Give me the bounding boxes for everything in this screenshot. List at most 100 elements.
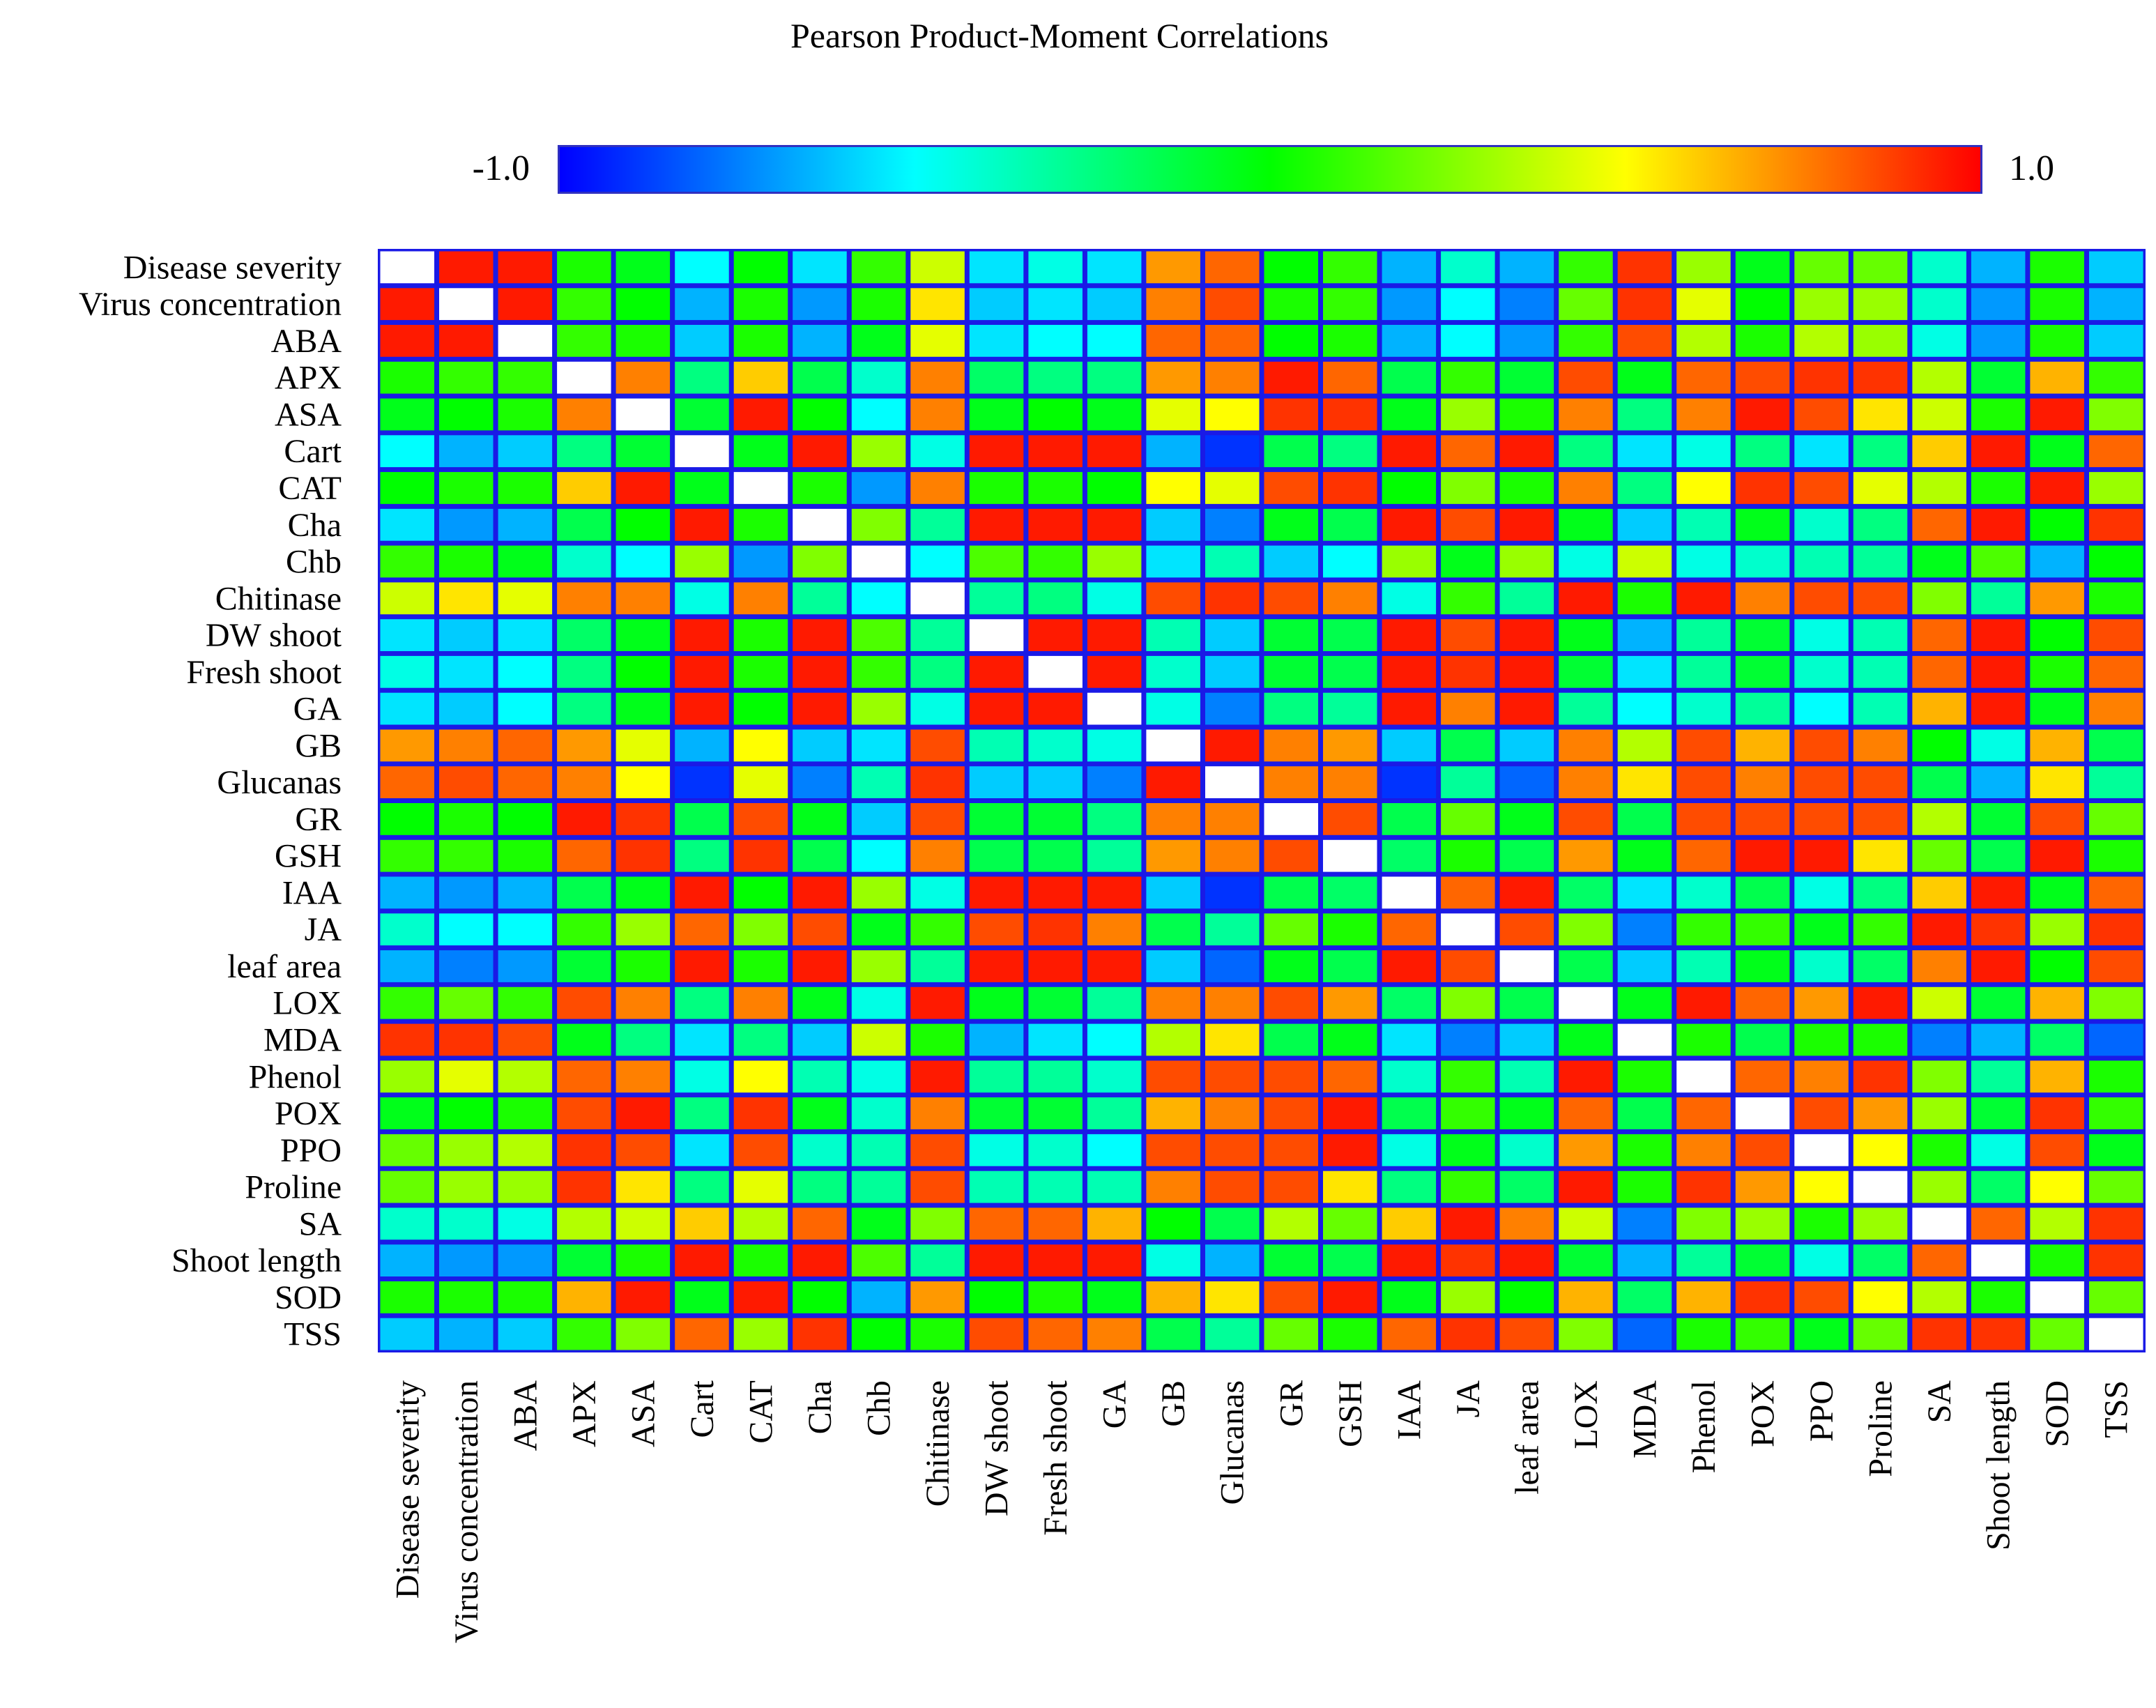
heatmap-cell [969,508,1024,541]
heatmap-cell [1735,1097,1790,1129]
heatmap-cell [1617,472,1672,504]
heatmap-cell [1735,288,1790,321]
heatmap-cell [1087,1318,1142,1350]
heatmap-cell [1676,325,1731,357]
heatmap-cell [1087,398,1142,431]
heatmap-cell [1617,1171,1672,1203]
heatmap-cell [1087,361,1142,394]
heatmap-cell [733,1244,788,1276]
heatmap-cell [1971,545,2026,578]
heatmap-cell [498,1207,553,1240]
heatmap-cell [793,1281,847,1313]
heatmap-cell [851,1023,906,1056]
heatmap-cell [1264,950,1318,982]
heatmap-cell [1382,288,1437,321]
heatmap-cell [910,545,965,578]
row-label: CAT [278,470,342,507]
heatmap-cell [1499,1207,1554,1240]
heatmap-cell [439,986,494,1019]
heatmap-cell [498,803,553,835]
heatmap-cell [1676,545,1731,578]
heatmap-cell [910,729,965,762]
heatmap-cell [380,803,434,835]
heatmap-cell [1794,839,1849,872]
heatmap-cell [1912,325,1966,357]
heatmap-cell [1323,839,1377,872]
heatmap-cell [1853,1244,1908,1276]
heatmap-cell [1205,1171,1260,1203]
heatmap-cell [675,839,729,872]
heatmap-cell [2089,251,2143,284]
heatmap-cell [439,1060,494,1093]
heatmap-cell [498,950,553,982]
heatmap-cell [616,729,671,762]
heatmap-cell [1264,729,1318,762]
heatmap-cell [1028,803,1083,835]
heatmap-cell [793,508,847,541]
heatmap-cell [1617,361,1672,394]
heatmap-cell [675,325,729,357]
heatmap-cell [793,1207,847,1240]
heatmap-cell [439,1207,494,1240]
heatmap-cell [1087,472,1142,504]
heatmap-cell [1559,692,1613,725]
heatmap-cell [1559,361,1613,394]
heatmap-cell [1205,839,1260,872]
heatmap-cell [557,1281,611,1313]
heatmap-cell [1441,1023,1495,1056]
column-label: leaf area [1508,1380,1545,1495]
heatmap-cell [2030,251,2084,284]
heatmap-cell [851,729,906,762]
heatmap-cell [1323,472,1377,504]
heatmap-cell [1559,582,1613,615]
heatmap-cell [793,1097,847,1129]
heatmap-cell [1441,950,1495,982]
heatmap-cell [439,325,494,357]
heatmap-cell [2089,1060,2143,1093]
heatmap-cell [1735,472,1790,504]
heatmap-cell [439,1171,494,1203]
heatmap-cell [1087,1207,1142,1240]
heatmap-cell [1735,1207,1790,1240]
heatmap-cell [1382,803,1437,835]
heatmap-cell [1617,1207,1672,1240]
heatmap-cell [1676,876,1731,909]
heatmap-cell [851,508,906,541]
heatmap-cell [1205,435,1260,468]
heatmap-cell [733,729,788,762]
heatmap-cell [1912,472,1966,504]
heatmap-cell [1912,950,1966,982]
heatmap-cell [1323,1097,1377,1129]
heatmap-cell [910,508,965,541]
heatmap-cell [1146,692,1200,725]
heatmap-cell [1146,1171,1200,1203]
heatmap-cell [1617,655,1672,688]
heatmap-cell [380,839,434,872]
heatmap-cell [557,766,611,798]
heatmap-cell [733,803,788,835]
column-label: GSH [1332,1380,1369,1447]
heatmap-cell [1794,950,1849,982]
heatmap-cell [1087,986,1142,1019]
heatmap-cell [498,986,553,1019]
heatmap-cell [675,1171,729,1203]
heatmap-cell [1441,288,1495,321]
heatmap-cell [1499,398,1554,431]
heatmap-cell [1205,508,1260,541]
heatmap-cell [851,692,906,725]
heatmap-cell [1559,1318,1613,1350]
heatmap-cell [2030,472,2084,504]
row-label: JA [305,911,342,948]
heatmap-cell [1382,508,1437,541]
heatmap-cell [1971,1207,2026,1240]
heatmap-cell [969,729,1024,762]
heatmap-cell [616,692,671,725]
heatmap-cell [1735,1244,1790,1276]
heatmap-cell [1146,913,1200,946]
heatmap-cell [1382,950,1437,982]
heatmap-cell [1617,325,1672,357]
heatmap-cell [1087,655,1142,688]
heatmap-cell [1028,508,1083,541]
heatmap-cell [1617,729,1672,762]
heatmap-cell [1205,1134,1260,1166]
